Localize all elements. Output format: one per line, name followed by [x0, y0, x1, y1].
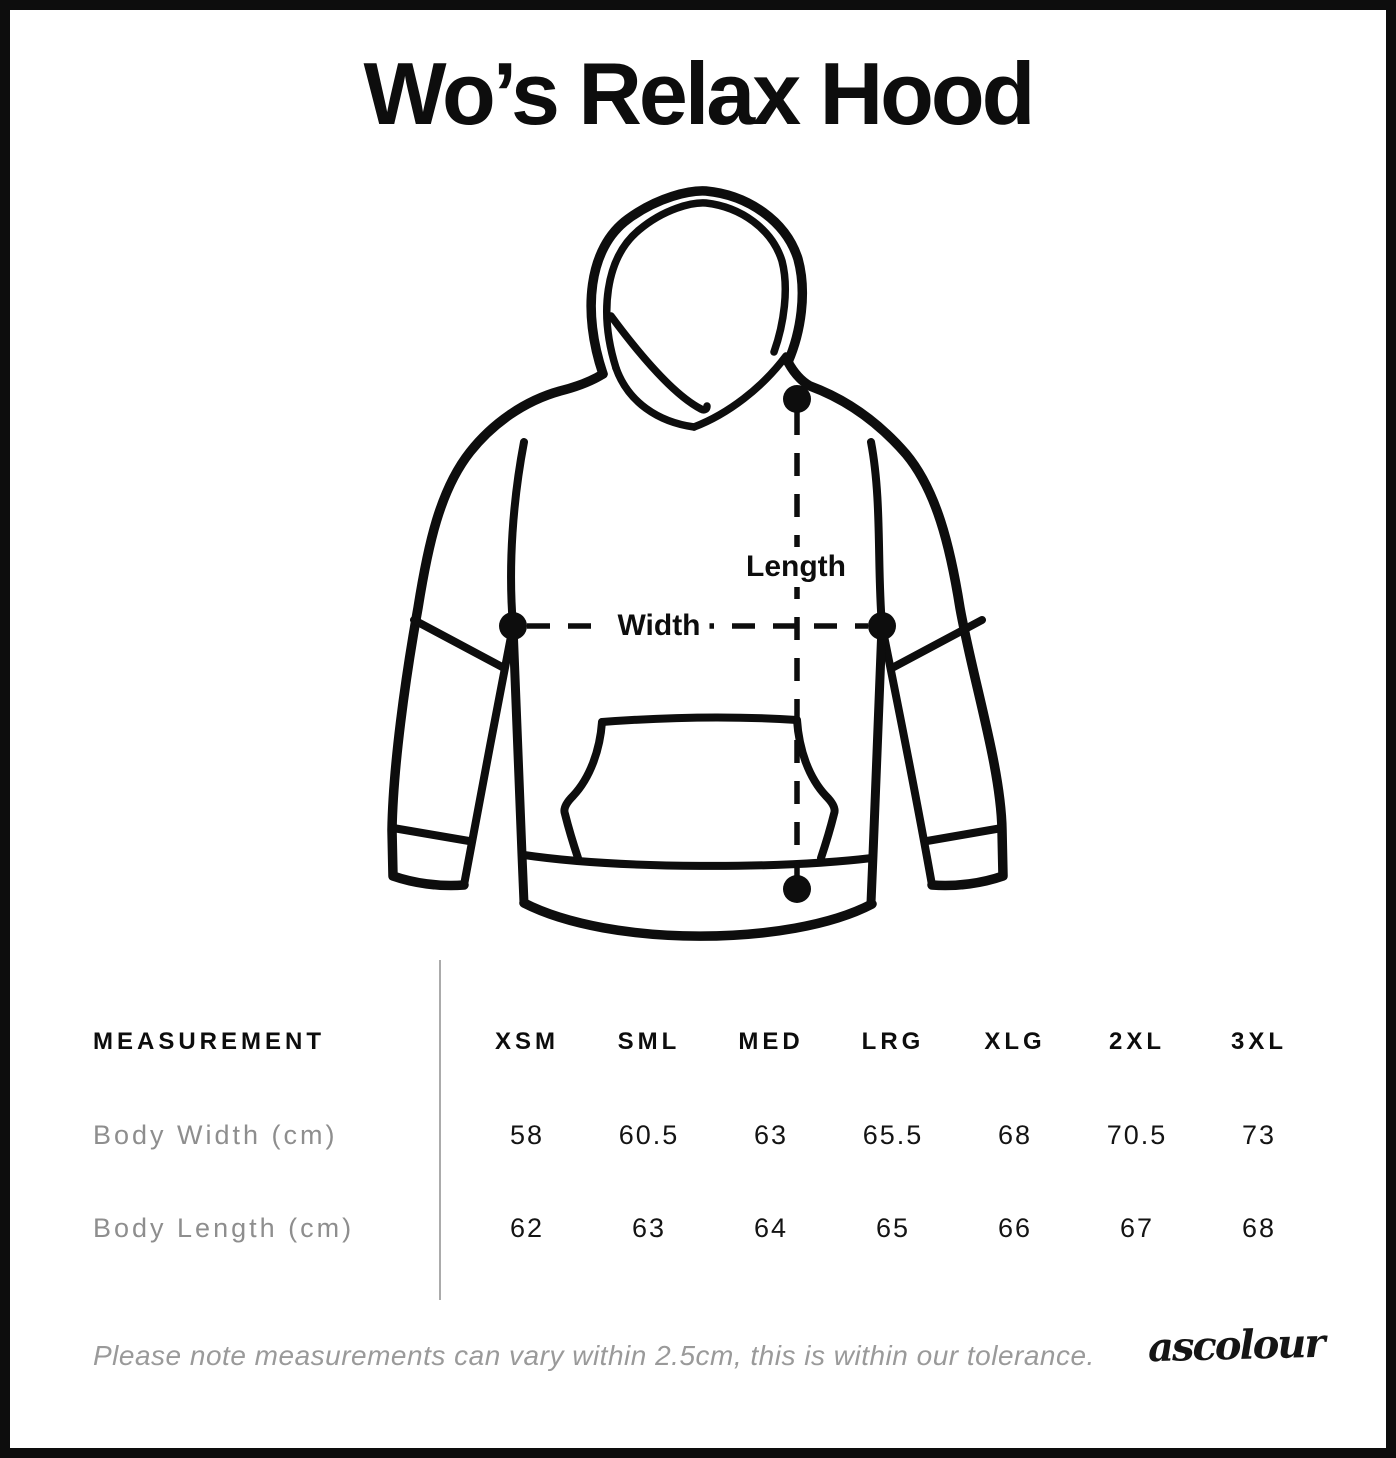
- right-underarm-seam: [888, 616, 986, 672]
- table-row-body-width: Body Width (cm) 58 60.5 63 65.5 68 70.5 …: [83, 1089, 1320, 1182]
- size-header-xsm: XSM: [494, 1028, 559, 1055]
- row-label-body-width: Body Width (cm): [93, 1120, 338, 1150]
- pocket-right-side: [793, 716, 839, 862]
- length-top-dot: [783, 385, 811, 413]
- table-divider: [439, 960, 441, 1300]
- length-bottom-dot: [783, 875, 811, 903]
- measurement-header: MEASUREMENT: [93, 1028, 326, 1055]
- pocket-left-side: [560, 718, 606, 862]
- table-header-row: MEASUREMENT XSM SML MED LRG XLG 2XL 3XL: [83, 1010, 1320, 1074]
- ascolour-logo: ascolour: [1147, 1319, 1325, 1372]
- size-header-2xl: 2XL: [1108, 1028, 1165, 1055]
- body-length-3xl: 68: [1241, 1213, 1277, 1243]
- tolerance-note: Please note measurements can vary within…: [93, 1340, 1095, 1371]
- body-width-sml: 60.5: [618, 1120, 680, 1150]
- left-sleeve-outline: [387, 369, 608, 891]
- hem-seam: [520, 851, 876, 870]
- left-sleeve-inner-edge: [460, 622, 517, 889]
- body-length-xlg: 66: [997, 1213, 1033, 1243]
- left-underarm-seam: [410, 616, 508, 672]
- hood-outline: [586, 186, 808, 379]
- body-length-med: 64: [753, 1213, 789, 1243]
- body-width-xsm: 58: [509, 1120, 545, 1150]
- hood-fold-right-panel: [690, 352, 790, 431]
- size-header-med: MED: [738, 1028, 804, 1055]
- width-right-dot: [868, 612, 896, 640]
- body-right-side: [866, 621, 887, 908]
- body-width-med: 63: [753, 1120, 789, 1150]
- right-armhole-seam: [867, 438, 886, 630]
- body-length-sml: 63: [631, 1213, 667, 1243]
- left-cuff-seam: [389, 824, 473, 845]
- hood-neckline-left: [612, 364, 698, 431]
- right-sleeve-outline: [783, 357, 1008, 891]
- size-header-lrg: LRG: [861, 1028, 925, 1055]
- width-label: Width: [608, 606, 710, 646]
- left-armhole-seam: [507, 438, 528, 630]
- width-left-dot: [499, 612, 527, 640]
- page-title: Wo’s Relax Hood: [363, 44, 1036, 143]
- pocket-top-edge: [598, 713, 801, 726]
- right-cuff-seam: [923, 824, 1006, 845]
- right-sleeve-inner-edge: [878, 622, 936, 889]
- body-length-xsm: 62: [509, 1213, 545, 1243]
- size-header-sml: SML: [617, 1028, 681, 1055]
- table-row-body-length: Body Length (cm) 62 63 64 65 66 67 68: [83, 1182, 1320, 1275]
- body-width-3xl: 73: [1241, 1120, 1277, 1150]
- row-label-body-length: Body Length (cm): [93, 1213, 355, 1243]
- body-width-2xl: 70.5: [1106, 1120, 1168, 1150]
- body-width-xlg: 68: [997, 1120, 1033, 1150]
- body-length-2xl: 67: [1119, 1213, 1155, 1243]
- body-length-lrg: 65: [875, 1213, 911, 1243]
- hem-bottom-edge: [519, 898, 877, 941]
- hood-inner-line: [603, 199, 789, 372]
- body-left-side: [508, 621, 529, 908]
- length-label: Length: [737, 547, 855, 587]
- size-header-3xl: 3XL: [1230, 1028, 1287, 1055]
- size-header-xlg: XLG: [984, 1028, 1046, 1055]
- hood-fold-left-panel: [607, 312, 711, 414]
- body-width-lrg: 65.5: [862, 1120, 924, 1150]
